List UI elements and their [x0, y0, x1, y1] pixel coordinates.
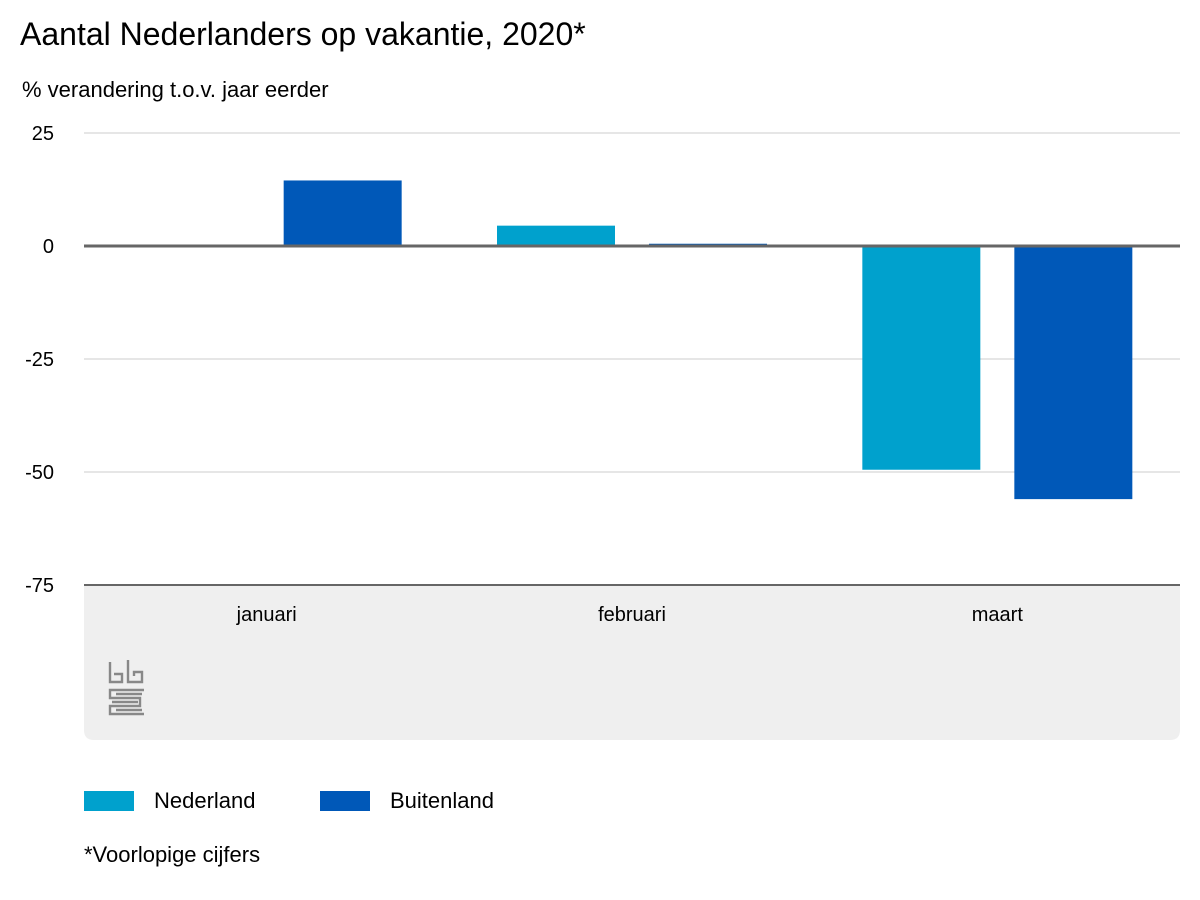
- category-panel: [84, 585, 1180, 740]
- legend-label-nederland: Nederland: [154, 788, 256, 813]
- x-category-label: februari: [598, 604, 666, 626]
- y-tick-label: 25: [32, 123, 54, 145]
- x-category-label: maart: [972, 604, 1024, 626]
- bar-nederland-februari: [497, 225, 615, 246]
- y-tick-label: -75: [25, 575, 54, 597]
- chart-title: Aantal Nederlanders op vakantie, 2020*: [20, 16, 586, 52]
- y-tick-label: -25: [25, 349, 54, 371]
- bar-nederland-maart: [862, 246, 981, 470]
- x-category-label: januari: [236, 604, 297, 626]
- y-axis-unit-label: % verandering t.o.v. jaar eerder: [22, 77, 329, 102]
- bar-buitenland-maart: [1014, 246, 1133, 500]
- cbs-logo: [108, 660, 144, 716]
- legend: Nederland Buitenland: [84, 786, 784, 816]
- legend-swatch-nederland: [84, 791, 134, 811]
- legend-swatch-buitenland: [320, 791, 370, 811]
- footnote: *Voorlopige cijfers: [84, 842, 261, 867]
- y-tick-label: -50: [25, 462, 54, 484]
- legend-label-buitenland: Buitenland: [390, 788, 494, 813]
- y-tick-label: 0: [43, 236, 54, 258]
- bar-buitenland-januari: [283, 180, 402, 246]
